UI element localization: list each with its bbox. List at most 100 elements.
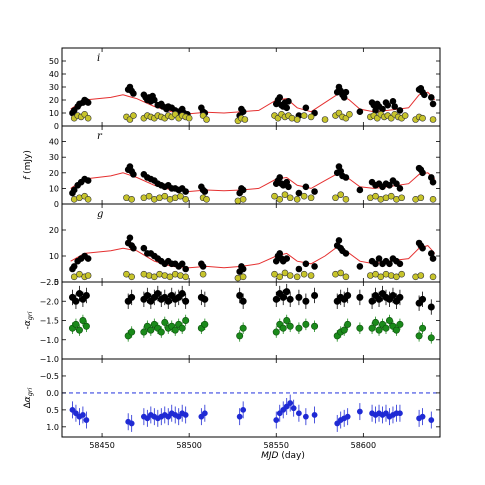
- data-point-alpha-green: [182, 316, 190, 324]
- data-point-r-high: [239, 186, 247, 194]
- data-point-alpha-green: [201, 320, 209, 328]
- data-point-g-low: [417, 272, 425, 279]
- data-point-g-low: [337, 269, 345, 277]
- plot-area-i: [69, 83, 437, 125]
- data-point-i-high: [283, 104, 291, 112]
- data-point-i-high: [396, 107, 404, 114]
- data-point-alpha-green: [171, 326, 179, 334]
- data-point-i-low: [84, 114, 92, 122]
- data-point-dalpha-blue: [128, 420, 135, 427]
- data-point-r-low: [161, 192, 169, 200]
- data-point-g-high: [199, 263, 207, 270]
- y-tick-label: −2.0: [40, 297, 59, 306]
- y-tick-label: −1.0: [40, 336, 59, 345]
- y-tick-label: 30: [49, 153, 59, 162]
- data-point-alpha-green: [302, 320, 310, 328]
- data-point-alpha-green: [286, 322, 294, 330]
- data-point-dalpha-blue: [344, 413, 351, 420]
- data-point-alpha-black: [344, 291, 352, 299]
- data-point-g-high: [311, 263, 318, 270]
- data-point-g-low: [151, 273, 158, 281]
- data-point-dalpha-blue: [165, 413, 172, 420]
- data-point-r-low: [128, 196, 135, 203]
- data-point-i-low: [401, 112, 409, 119]
- data-point-g-low: [393, 273, 400, 281]
- data-point-g-high: [302, 260, 310, 268]
- data-point-i-high: [342, 88, 350, 96]
- data-point-r-low: [203, 196, 210, 203]
- y-tick-label: 0.0: [46, 389, 59, 398]
- data-point-alpha-black: [239, 297, 247, 305]
- data-point-alpha-black: [272, 295, 280, 303]
- data-point-i-high: [391, 103, 399, 110]
- data-point-dalpha-blue: [201, 410, 208, 417]
- y-tick-label: 40: [49, 138, 59, 147]
- data-point-alpha-green: [396, 320, 404, 328]
- data-point-alpha-green: [239, 324, 247, 332]
- data-point-alpha-black: [368, 297, 376, 305]
- data-point-alpha-black: [75, 290, 83, 298]
- data-point-r-high: [393, 180, 400, 188]
- data-point-r-high: [295, 189, 303, 197]
- data-point-r-low: [300, 192, 308, 200]
- plot-area-dalpha: [62, 392, 440, 432]
- data-point-i-low: [203, 116, 210, 123]
- data-point-r-high: [356, 186, 364, 194]
- data-point-alpha-black: [389, 291, 397, 299]
- data-point-i-low: [185, 114, 193, 122]
- data-point-r-low: [342, 196, 350, 203]
- y-tick-label: 10: [49, 252, 59, 261]
- data-point-r-low: [332, 194, 339, 202]
- data-point-g-low: [271, 270, 278, 278]
- data-point-g-high: [429, 255, 437, 262]
- data-point-i-high: [130, 90, 137, 97]
- data-point-i-low: [300, 112, 308, 119]
- data-point-dalpha-blue: [302, 413, 309, 420]
- data-point-i-high: [384, 101, 392, 109]
- data-point-g-high: [396, 260, 404, 268]
- data-point-r-high: [342, 174, 350, 181]
- data-point-alpha-green: [75, 326, 83, 334]
- data-point-i-low: [429, 116, 437, 123]
- y-tick-label: 0: [54, 200, 59, 209]
- data-point-dalpha-blue: [69, 406, 76, 413]
- data-point-g-low: [293, 273, 301, 281]
- data-point-g-low: [182, 273, 189, 281]
- data-point-dalpha-blue: [80, 412, 86, 418]
- data-point-g-high: [70, 263, 78, 270]
- data-point-i-high: [151, 96, 158, 104]
- data-point-alpha-black: [236, 291, 244, 299]
- data-point-i-high: [302, 104, 310, 112]
- data-point-g-low: [70, 273, 78, 281]
- data-point-r-high: [201, 188, 209, 195]
- plot-area-r: [69, 163, 437, 204]
- data-point-alpha-green: [392, 326, 400, 334]
- data-point-g-high: [372, 260, 379, 268]
- data-point-r-high: [285, 183, 292, 191]
- data-point-i-low: [293, 116, 301, 123]
- y-tick-label: 1.0: [46, 423, 59, 432]
- data-point-g-low: [307, 272, 315, 279]
- data-point-alpha-green: [82, 322, 90, 330]
- panel-tag-g: g: [97, 209, 103, 220]
- y-tick-label: 0: [54, 122, 59, 131]
- data-point-r-low: [417, 194, 425, 202]
- data-point-alpha-green: [372, 318, 380, 326]
- data-point-alpha-black: [279, 293, 287, 301]
- data-point-r-low: [182, 196, 189, 203]
- data-point-dalpha-blue: [182, 412, 189, 418]
- data-point-dalpha-blue: [356, 408, 363, 415]
- y-axis-title-alpha: -αgri: [23, 311, 34, 329]
- x-tick-label: 58450: [89, 441, 114, 450]
- y-axis-title-part: α: [23, 396, 33, 402]
- data-point-i-high: [276, 94, 284, 101]
- panel-dalpha: 1.0 0.5 0.0 −0.5 −1.0 58450 58500 58550 58600 Δαg…: [23, 355, 441, 450]
- data-point-alpha-black: [201, 295, 209, 303]
- data-point-dalpha-blue: [273, 417, 280, 423]
- data-point-g-high: [356, 263, 364, 270]
- data-point-g-high: [84, 255, 92, 262]
- data-point-dalpha-blue: [296, 410, 302, 417]
- data-point-r-high: [396, 185, 404, 192]
- x-tick-label: 58500: [176, 441, 201, 450]
